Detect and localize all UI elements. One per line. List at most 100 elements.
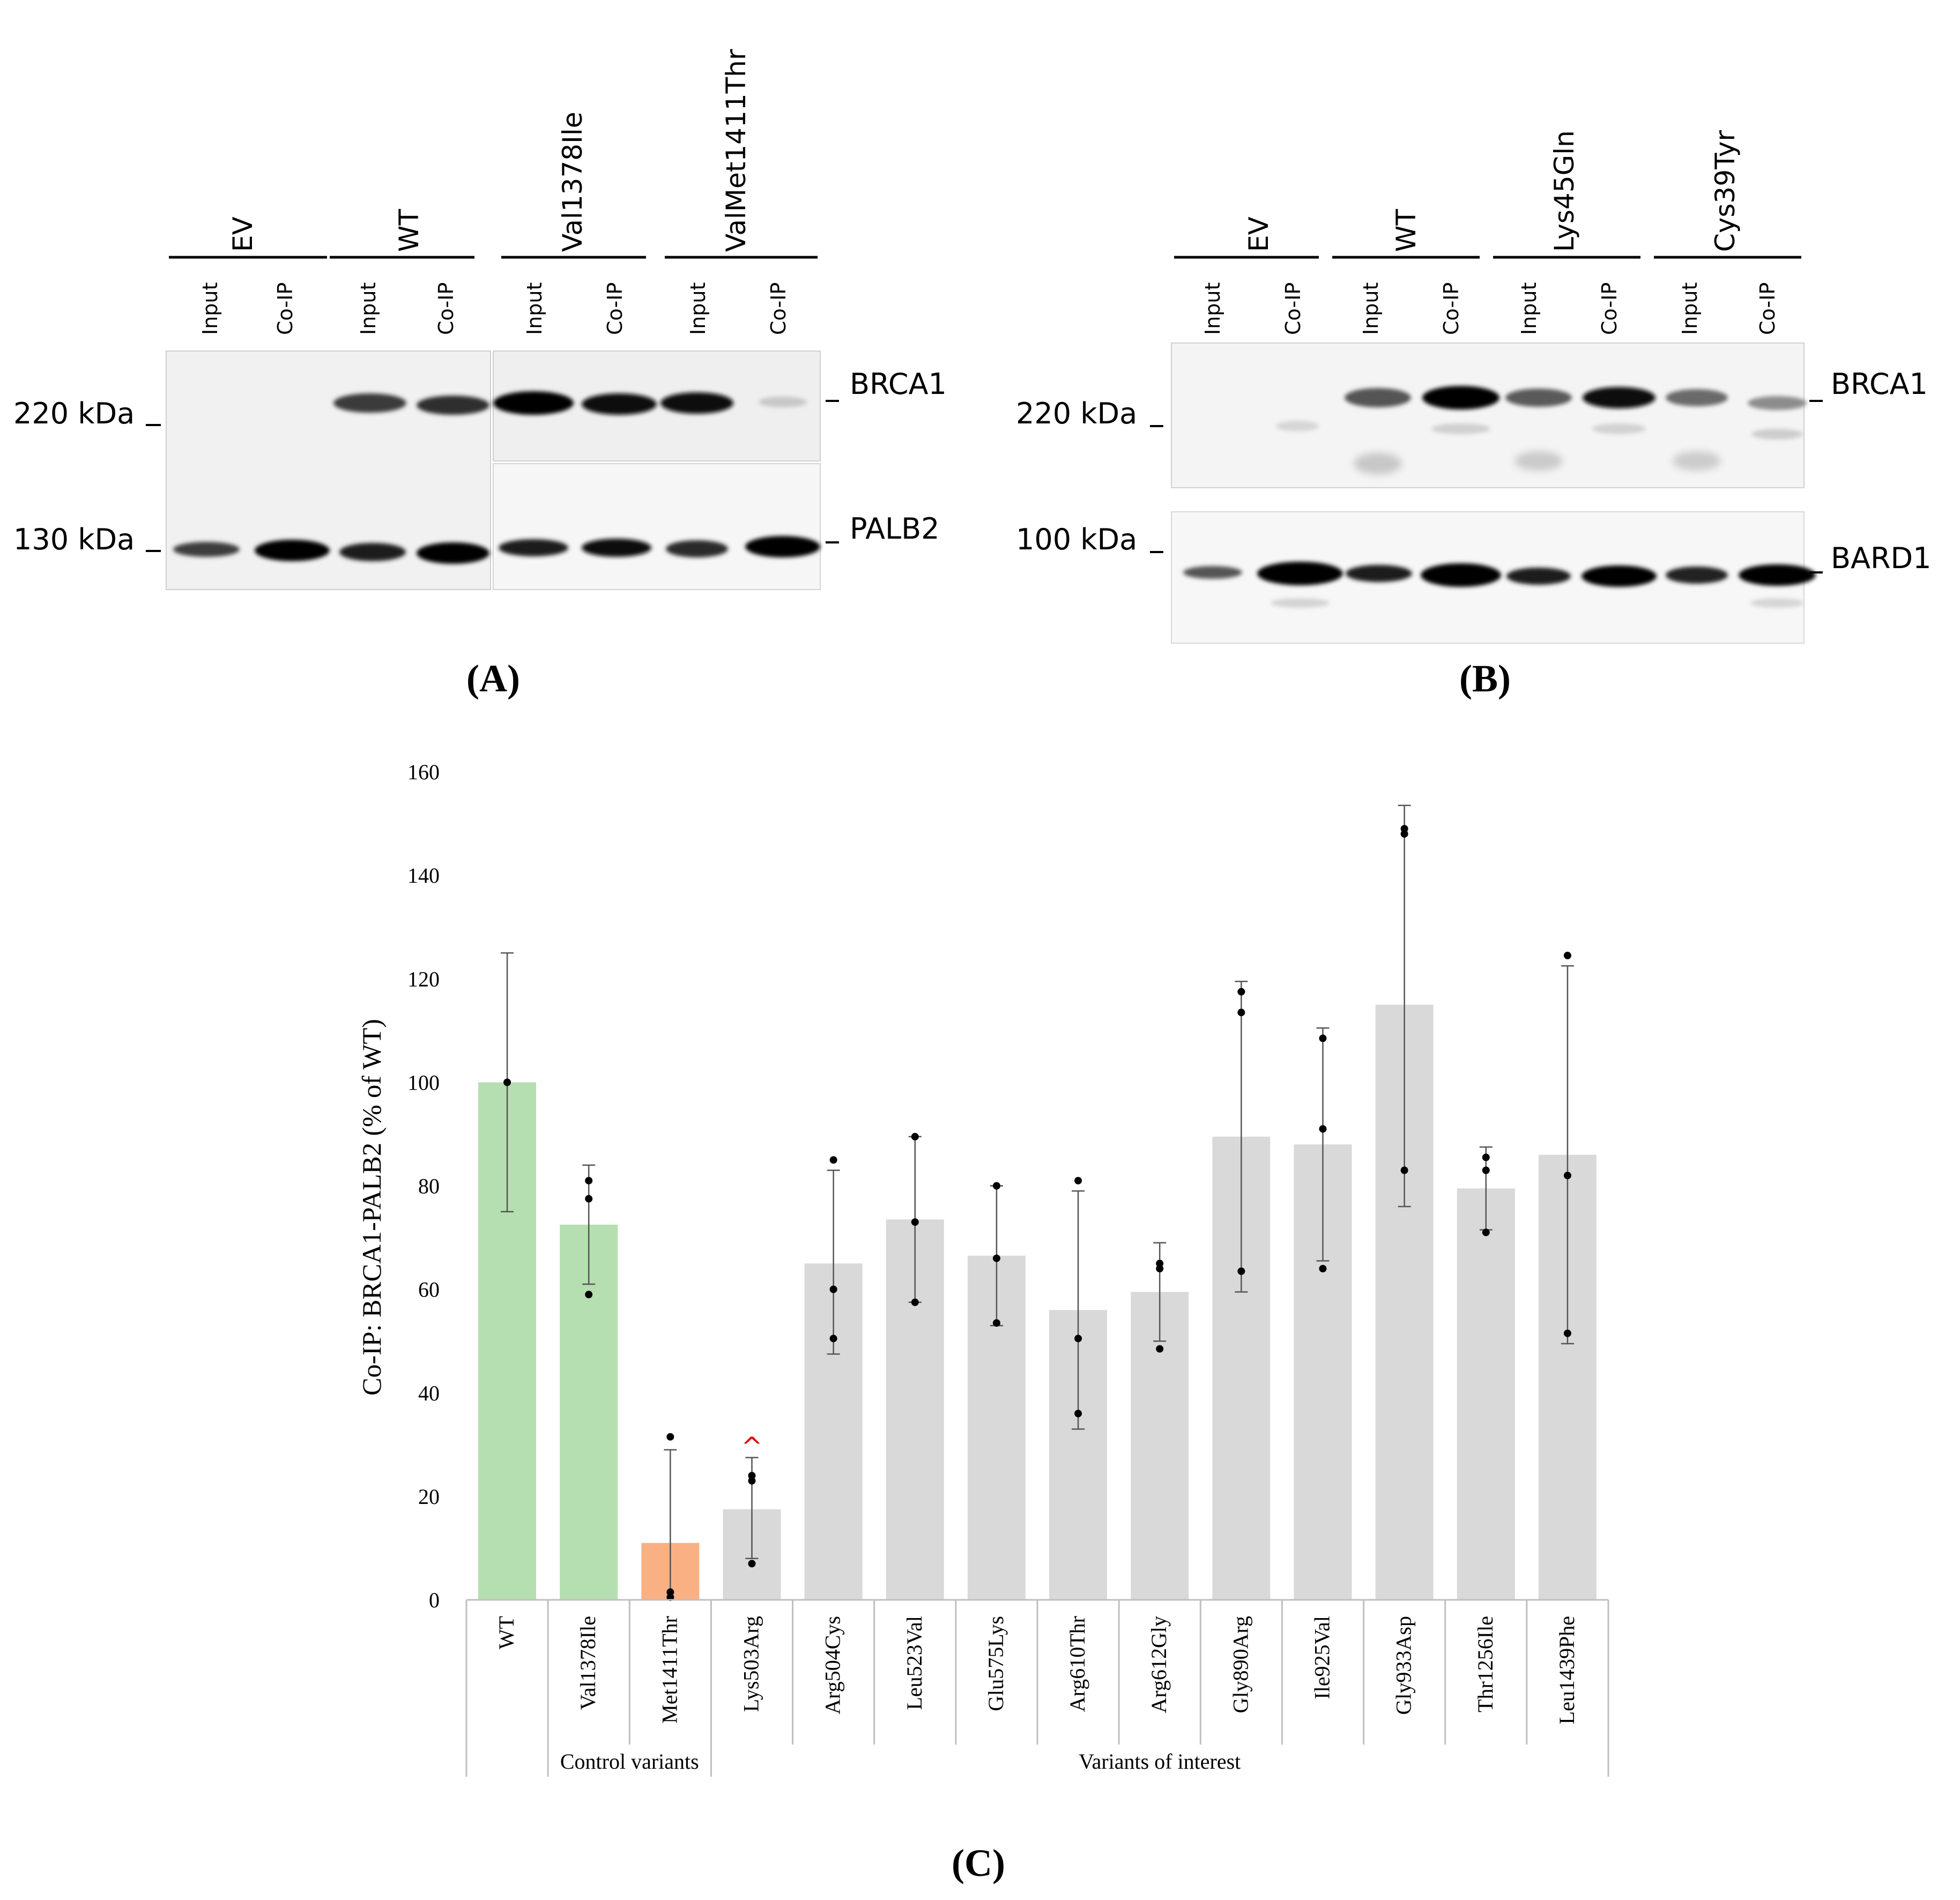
- panel-a-protein-palb2: PALB2: [850, 512, 940, 546]
- panel-b-lane-label: Input: [1678, 282, 1702, 335]
- data-point: [1074, 1176, 1082, 1184]
- data-point: [911, 1298, 919, 1306]
- panel-a-label: (A): [466, 657, 520, 700]
- x-category-label: Thr1256Ile: [1473, 1616, 1497, 1712]
- panel-b-lane-label: Co-IP: [1756, 282, 1779, 335]
- panel-b-protein-bard1: BARD1: [1831, 541, 1931, 575]
- panel-b-lane-label: Co-IP: [1598, 282, 1621, 335]
- data-point: [1563, 951, 1571, 959]
- panel-b-label: (B): [1459, 657, 1511, 700]
- x-category-label: Leu523Val: [902, 1616, 926, 1710]
- bar-thr1256ile: [1457, 1188, 1515, 1600]
- panel-a-blot-membrane-palb2: [493, 463, 821, 590]
- panel-b-lane-label: Input: [1201, 282, 1224, 335]
- chart-category-axis: WT Val1378Ile Met1411Thr Lys503Arg Arg504Cys…: [465, 1600, 1609, 1777]
- data-point: [911, 1218, 919, 1226]
- chart-data-points: [503, 825, 1571, 1601]
- data-point: [585, 1291, 593, 1299]
- data-point: [666, 1588, 674, 1596]
- data-point: [1319, 1034, 1327, 1042]
- panel-a-brca1-bands: [333, 391, 807, 415]
- panel-a-protein-brca1: BRCA1: [850, 367, 947, 401]
- data-point: [1563, 1329, 1571, 1337]
- panel-b-mw-220: 220 kDa: [1016, 397, 1137, 430]
- panel-a-mw-130: 130 kDa: [13, 523, 135, 556]
- chart-y-tick-labels: 0 20 40 60 80 100 120 140 160: [407, 760, 440, 1612]
- chart-group-label-control: Control variants: [560, 1749, 699, 1774]
- panel-b-lane-labels: Input Co-IP Input Co-IP Input Co-IP Inpu…: [1201, 282, 1779, 335]
- panel-a-lane-label: Co-IP: [434, 282, 458, 335]
- panel-a-western-blot: EV WT Val1378Ile ValMet1411Thr Input Co-…: [13, 49, 947, 700]
- data-point: [748, 1472, 756, 1480]
- x-category-label: Ile925Val: [1310, 1616, 1334, 1700]
- panel-b-bard1-bands: [1183, 562, 1816, 608]
- panel-a-group-ev: EV: [227, 217, 258, 252]
- data-point: [1237, 1009, 1245, 1017]
- data-point: [748, 1477, 756, 1485]
- y-tick-label: 160: [407, 760, 440, 784]
- panel-a-lane-label: Input: [357, 282, 380, 335]
- y-tick-label: 80: [418, 1174, 440, 1198]
- data-point: [1319, 1265, 1327, 1272]
- data-point: [829, 1156, 837, 1164]
- chart-significance-marker: ^: [741, 1432, 762, 1462]
- y-tick-label: 140: [407, 863, 440, 888]
- data-point: [992, 1254, 1000, 1262]
- panel-a-lane-label: Input: [523, 282, 546, 335]
- y-tick-label: 120: [407, 967, 440, 991]
- data-point: [1482, 1153, 1490, 1161]
- panel-a-palb2-bands: [173, 536, 820, 564]
- panel-b-lane-label: Co-IP: [1439, 282, 1463, 335]
- data-point: [829, 1335, 837, 1343]
- x-category-label: WT: [494, 1616, 518, 1649]
- data-point: [1237, 1267, 1245, 1275]
- data-point: [1074, 1335, 1082, 1343]
- panel-b-mw-100: 100 kDa: [1016, 523, 1137, 556]
- chart-bars: [478, 1004, 1597, 1600]
- data-point: [748, 1560, 756, 1568]
- x-category-label: Arg612Gly: [1147, 1616, 1171, 1713]
- data-point: [1563, 1172, 1571, 1180]
- data-point: [1156, 1345, 1164, 1353]
- data-point: [1400, 830, 1408, 838]
- panel-a-group-wt: WT: [394, 209, 425, 252]
- data-point: [585, 1195, 593, 1203]
- panel-b-lane-label: Input: [1359, 282, 1383, 335]
- y-tick-label: 0: [429, 1588, 440, 1612]
- x-category-label: Lys503Arg: [739, 1616, 763, 1712]
- y-tick-label: 20: [418, 1485, 440, 1509]
- panel-b-group-ev: EV: [1243, 217, 1274, 252]
- panel-a-lane-label: Co-IP: [603, 282, 627, 335]
- chart-y-axis-label: Co-IP: BRCA1-PALB2 (% of WT): [357, 1019, 387, 1396]
- data-point: [1156, 1265, 1164, 1272]
- y-tick-label: 40: [418, 1381, 440, 1405]
- x-category-label: Met1411Thr: [657, 1616, 681, 1724]
- y-tick-label: 100: [407, 1070, 440, 1094]
- bar-arg612gly: [1131, 1292, 1189, 1600]
- panel-a-group-val1378ile: Val1378Ile: [557, 112, 588, 252]
- data-point: [1237, 988, 1245, 996]
- panel-a-lane-label: Co-IP: [273, 282, 297, 335]
- data-point: [992, 1319, 1000, 1327]
- data-point: [1482, 1228, 1490, 1236]
- x-category-label: Glu575Lys: [984, 1616, 1008, 1711]
- panel-a-lane-label: Input: [198, 282, 222, 335]
- x-category-label: Leu1439Phe: [1555, 1616, 1579, 1724]
- bar-val1378ile: [560, 1224, 618, 1600]
- x-category-label: Gly933Asp: [1392, 1616, 1416, 1715]
- data-point: [585, 1176, 593, 1184]
- data-point: [666, 1433, 674, 1441]
- x-category-label: Arg610Thr: [1065, 1616, 1089, 1712]
- panel-a-lane-label: Input: [686, 282, 710, 335]
- data-point: [1400, 825, 1408, 833]
- panel-b-group-lys45gln: Lys45Gln: [1549, 130, 1580, 252]
- data-point: [829, 1285, 837, 1293]
- x-category-label: Arg504Cys: [821, 1616, 845, 1715]
- panel-a-group-valmet1411thr: ValMet1411Thr: [721, 49, 752, 252]
- x-category-label: Gly890Arg: [1228, 1616, 1252, 1713]
- panel-a-mw-220: 220 kDa: [13, 397, 135, 430]
- panel-a-lane-labels: Input Co-IP Input Co-IP Input Co-IP Inpu…: [198, 282, 790, 335]
- data-point: [1400, 1166, 1408, 1174]
- panel-b-lane-label: Co-IP: [1281, 282, 1305, 335]
- data-point: [911, 1132, 919, 1141]
